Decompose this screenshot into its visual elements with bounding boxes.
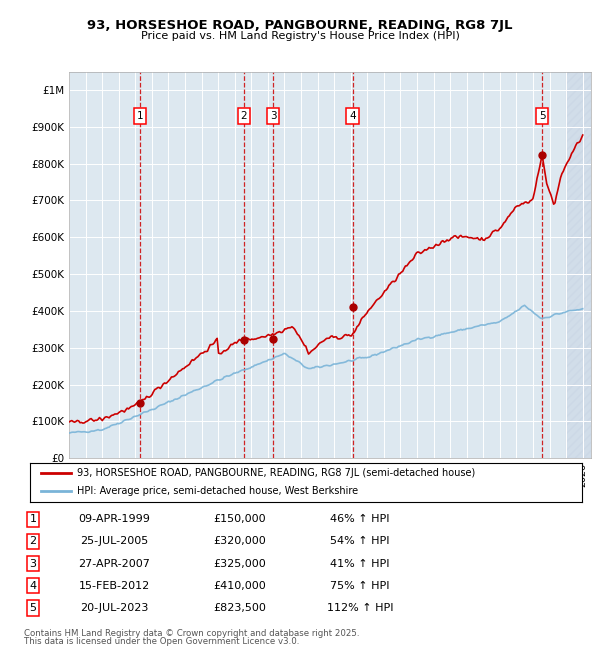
Text: 3: 3 <box>270 111 277 121</box>
Text: 25-JUL-2005: 25-JUL-2005 <box>80 536 148 547</box>
Text: 54% ↑ HPI: 54% ↑ HPI <box>330 536 390 547</box>
Text: 93, HORSESHOE ROAD, PANGBOURNE, READING, RG8 7JL: 93, HORSESHOE ROAD, PANGBOURNE, READING,… <box>87 20 513 32</box>
Text: £320,000: £320,000 <box>214 536 266 547</box>
Text: 27-APR-2007: 27-APR-2007 <box>78 558 150 569</box>
Text: Price paid vs. HM Land Registry's House Price Index (HPI): Price paid vs. HM Land Registry's House … <box>140 31 460 40</box>
Text: 46% ↑ HPI: 46% ↑ HPI <box>330 514 390 525</box>
Text: 09-APR-1999: 09-APR-1999 <box>78 514 150 525</box>
Text: £823,500: £823,500 <box>214 603 266 613</box>
Text: 2: 2 <box>29 536 37 547</box>
Text: 2: 2 <box>241 111 247 121</box>
Text: 112% ↑ HPI: 112% ↑ HPI <box>327 603 393 613</box>
Text: 75% ↑ HPI: 75% ↑ HPI <box>330 580 390 591</box>
Text: 20-JUL-2023: 20-JUL-2023 <box>80 603 148 613</box>
Text: 1: 1 <box>136 111 143 121</box>
Text: HPI: Average price, semi-detached house, West Berkshire: HPI: Average price, semi-detached house,… <box>77 486 358 496</box>
Text: 1: 1 <box>29 514 37 525</box>
Text: Contains HM Land Registry data © Crown copyright and database right 2025.: Contains HM Land Registry data © Crown c… <box>24 629 359 638</box>
Text: 4: 4 <box>349 111 356 121</box>
Text: £410,000: £410,000 <box>214 580 266 591</box>
Text: 3: 3 <box>29 558 37 569</box>
Bar <box>566 72 591 458</box>
Text: 15-FEB-2012: 15-FEB-2012 <box>79 580 149 591</box>
Text: 93, HORSESHOE ROAD, PANGBOURNE, READING, RG8 7JL (semi-detached house): 93, HORSESHOE ROAD, PANGBOURNE, READING,… <box>77 469 475 478</box>
Text: £325,000: £325,000 <box>214 558 266 569</box>
Text: 4: 4 <box>29 580 37 591</box>
Text: £150,000: £150,000 <box>214 514 266 525</box>
Text: 5: 5 <box>29 603 37 613</box>
Text: This data is licensed under the Open Government Licence v3.0.: This data is licensed under the Open Gov… <box>24 636 299 645</box>
Text: 41% ↑ HPI: 41% ↑ HPI <box>330 558 390 569</box>
Text: 5: 5 <box>539 111 545 121</box>
